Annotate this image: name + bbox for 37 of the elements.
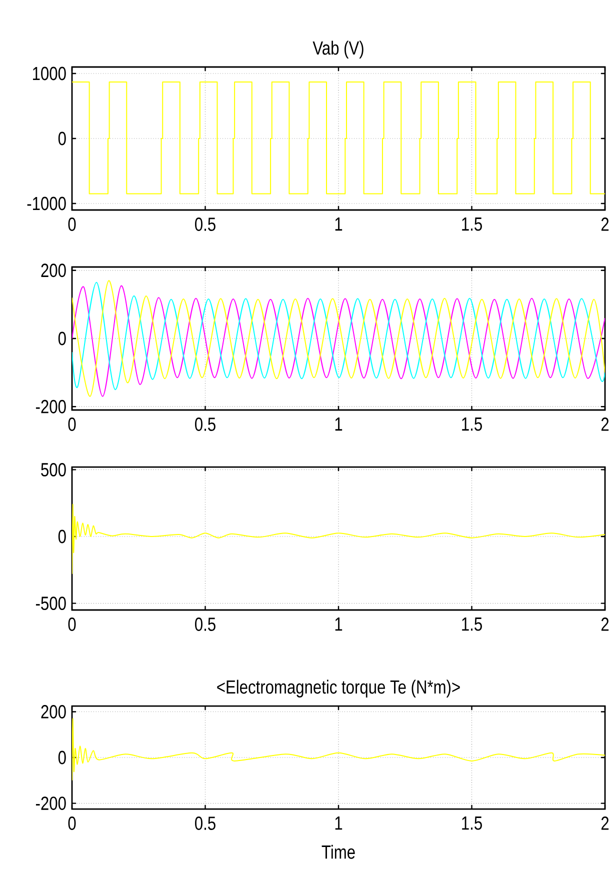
y-tick-label: 200 [41,264,66,278]
chart-title: Vab (V) [312,40,364,58]
y-tick-label: 500 [41,462,66,476]
chart-title: <Electromagnetic torque Te (N*m)> [217,680,460,698]
y-tick-label: -200 [36,400,66,414]
x-tick-label: 0 [68,418,76,431]
x-tick-label: 1 [335,218,342,231]
x-tick-label: 0.5 [195,218,216,231]
y-tick-label: 1000 [32,66,66,80]
x-tick-label: 0.5 [195,816,216,830]
x-tick-label: 1.5 [462,418,482,431]
y-tick-label: -1000 [27,196,66,210]
y-tick-label: 200 [41,705,66,718]
x-tick-label: 2 [601,218,609,231]
y-tick-label: -500 [36,596,66,610]
y-tick-label: -200 [36,796,66,810]
x-tick-label: 1 [335,816,342,830]
x-tick-label: 1 [335,618,342,631]
x-tick-label: 0.5 [195,618,216,631]
y-tick-label: 0 [58,530,66,544]
x-tick-label: 0.5 [195,418,216,431]
line-series [72,718,606,781]
x-tick-label: 2 [601,418,609,431]
x-tick-label: 1.5 [462,218,482,231]
line-series [72,504,606,574]
x-axis-title: Time [322,844,355,859]
x-tick-label: 1 [335,418,342,431]
x-tick-label: 0 [68,618,76,631]
x-tick-label: 1.5 [462,816,482,830]
y-tick-label: 0 [58,750,66,764]
x-tick-label: 1.5 [462,618,482,631]
x-tick-label: 0 [68,218,76,231]
y-tick-label: 0 [58,332,66,346]
x-tick-label: 0 [68,816,76,830]
y-tick-label: 0 [58,132,66,146]
x-tick-label: 2 [601,618,609,631]
x-tick-label: 2 [601,816,609,830]
